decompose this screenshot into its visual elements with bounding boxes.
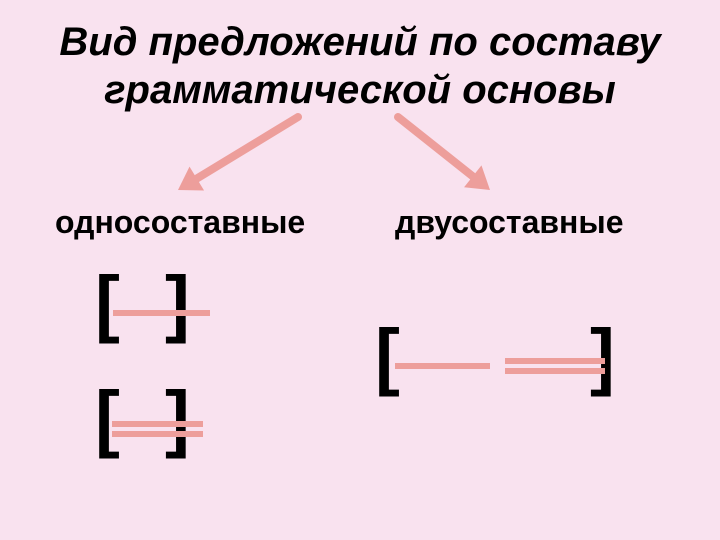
bracket-open-3: [	[375, 318, 400, 393]
branch-label-left: односоставные	[55, 204, 305, 241]
slide-title: Вид предложений по составу грамматическо…	[0, 18, 720, 114]
slide: Вид предложений по составу грамматическо…	[0, 0, 720, 540]
bracket-open-1: [	[95, 265, 120, 340]
title-line-2: грамматической основы	[104, 68, 616, 112]
title-line-1: Вид предложений по составу	[59, 20, 660, 64]
branch-label-right: двусоставные	[395, 204, 624, 241]
bracket-close-2: ]	[165, 380, 190, 455]
bracket-open-2: [	[95, 380, 120, 455]
bracket-close-1: ]	[165, 265, 190, 340]
bracket-close-3: ]	[590, 318, 615, 393]
